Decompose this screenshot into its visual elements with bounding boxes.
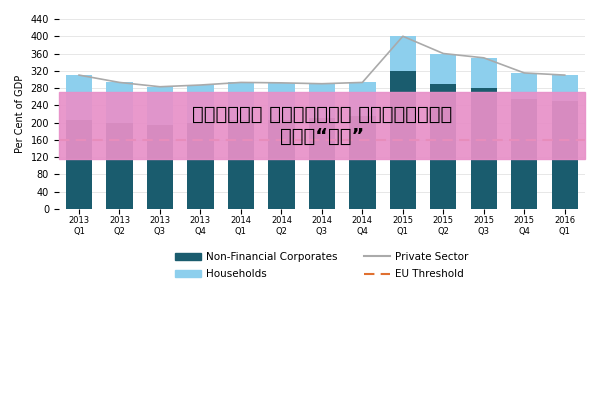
Bar [349, 82, 376, 116]
Bar [106, 124, 133, 209]
Bar [511, 99, 538, 209]
Bar [551, 101, 578, 209]
Bar [228, 120, 254, 209]
Bar [309, 118, 335, 209]
Bar [187, 85, 214, 122]
Bar [551, 75, 578, 101]
Bar [147, 125, 173, 209]
Bar [66, 120, 92, 209]
Bar [349, 116, 376, 209]
Bar [268, 83, 295, 120]
Bar [309, 84, 335, 118]
Bar [147, 87, 173, 125]
Legend: Non-Financial Corporates, Households, Private Sector, EU Threshold: Non-Financial Corporates, Households, Pr… [171, 248, 473, 283]
Bar [430, 84, 457, 209]
Bar [66, 75, 92, 120]
Bar [389, 71, 416, 209]
Text: 期货配资比例 新型电力大利好 多只新能源赛道龙
头砖出“深坑”: 期货配资比例 新型电力大利好 多只新能源赛道龙 头砖出“深坑” [192, 105, 452, 146]
Bar [187, 122, 214, 209]
Bar [228, 82, 254, 120]
Bar [511, 73, 538, 99]
Bar [430, 54, 457, 84]
Bar [470, 88, 497, 209]
Y-axis label: Per Cent of GDP: Per Cent of GDP [15, 75, 25, 153]
Bar [389, 36, 416, 71]
Bar [470, 58, 497, 88]
Bar [268, 120, 295, 209]
Bar [106, 82, 133, 124]
